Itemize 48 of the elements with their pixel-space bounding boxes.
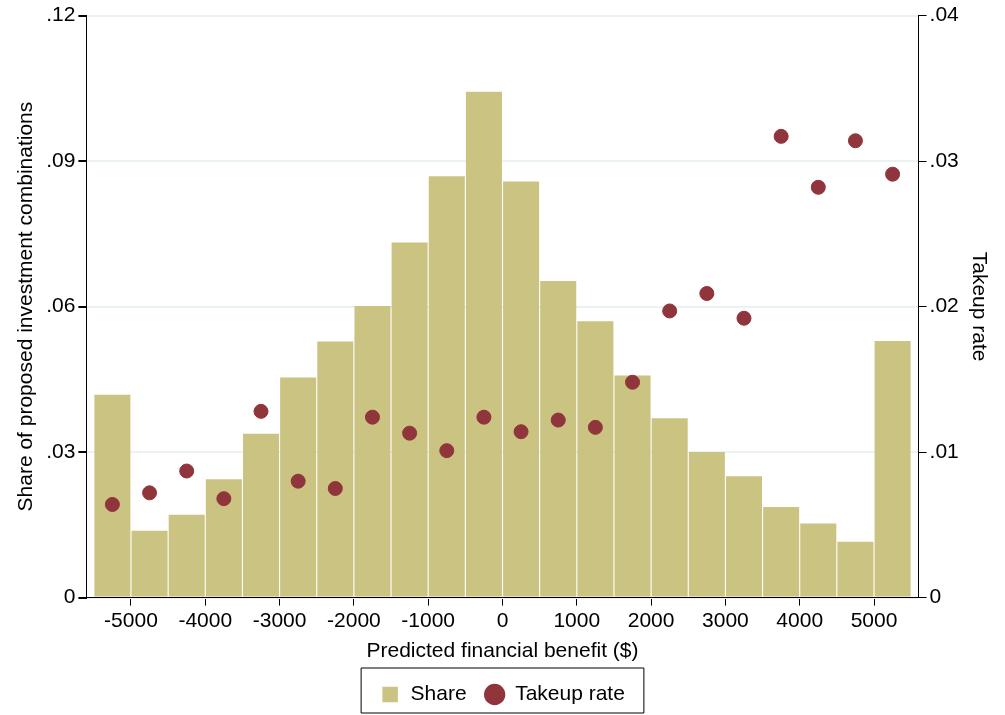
x-tick-label: -1000 — [401, 608, 456, 631]
y2-tick-label: .04 — [929, 2, 960, 26]
y2-tick-label: .02 — [929, 293, 959, 317]
point — [104, 496, 120, 512]
legend-label: Share — [410, 681, 467, 705]
y2-tick-label: 0 — [929, 584, 942, 608]
point — [402, 425, 418, 441]
x-tick-label: 0 — [496, 608, 509, 631]
y-tick-label: .09 — [46, 147, 76, 171]
y-axis-title: Share of proposed investment combinations — [13, 101, 37, 512]
x-tick-label: -4000 — [178, 608, 233, 631]
x-axis-title: Predicted financial benefit ($) — [366, 638, 639, 662]
point — [439, 443, 455, 459]
x-tick-label: 2000 — [627, 608, 675, 631]
x-tick-label: 1000 — [553, 608, 601, 631]
y-tick-label: .12 — [46, 2, 76, 26]
y2-tick-label: .03 — [929, 147, 959, 171]
point — [699, 286, 715, 302]
point — [847, 133, 863, 149]
legend-label: Takeup rate — [515, 681, 625, 705]
point — [885, 166, 901, 182]
point — [662, 303, 678, 319]
point — [625, 374, 641, 390]
y-tick-label: .06 — [46, 293, 76, 317]
point — [290, 473, 306, 489]
point — [587, 419, 603, 435]
x-tick-label: -3000 — [252, 608, 307, 631]
y-tick-label: 0 — [63, 584, 76, 608]
point — [142, 485, 158, 501]
point — [476, 409, 492, 425]
y2-tick-label: .01 — [929, 438, 959, 462]
x-tick-label: 3000 — [702, 608, 749, 631]
point — [179, 463, 195, 479]
point — [327, 480, 343, 496]
point — [773, 128, 789, 144]
point — [513, 424, 529, 440]
x-tick-label: -5000 — [104, 608, 158, 631]
point — [550, 412, 566, 428]
point — [810, 179, 826, 195]
point — [253, 403, 269, 419]
point — [736, 310, 752, 326]
y2-axis-title: Takeup rate — [968, 251, 992, 362]
x-tick-label: 5000 — [850, 608, 898, 631]
point — [216, 491, 232, 507]
x-tick-label: -2000 — [327, 608, 381, 631]
point — [364, 409, 380, 425]
x-tick-label: 4000 — [776, 608, 824, 631]
y-tick-label: .03 — [46, 438, 76, 462]
